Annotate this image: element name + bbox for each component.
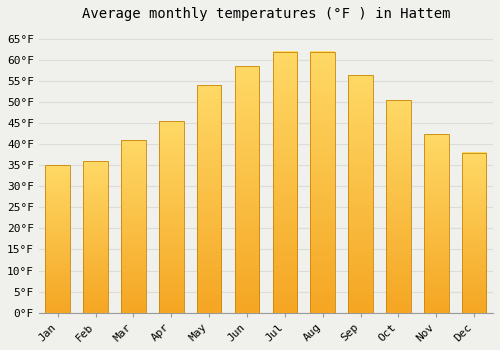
Bar <box>310 51 335 313</box>
Bar <box>159 121 184 313</box>
Bar <box>121 140 146 313</box>
Bar <box>386 100 410 313</box>
Bar <box>46 165 70 313</box>
Title: Average monthly temperatures (°F ) in Hattem: Average monthly temperatures (°F ) in Ha… <box>82 7 450 21</box>
Bar <box>348 75 373 313</box>
Bar <box>197 85 222 313</box>
Bar <box>234 66 260 313</box>
Bar <box>462 153 486 313</box>
Bar <box>272 51 297 313</box>
Bar <box>84 161 108 313</box>
Bar <box>424 134 448 313</box>
